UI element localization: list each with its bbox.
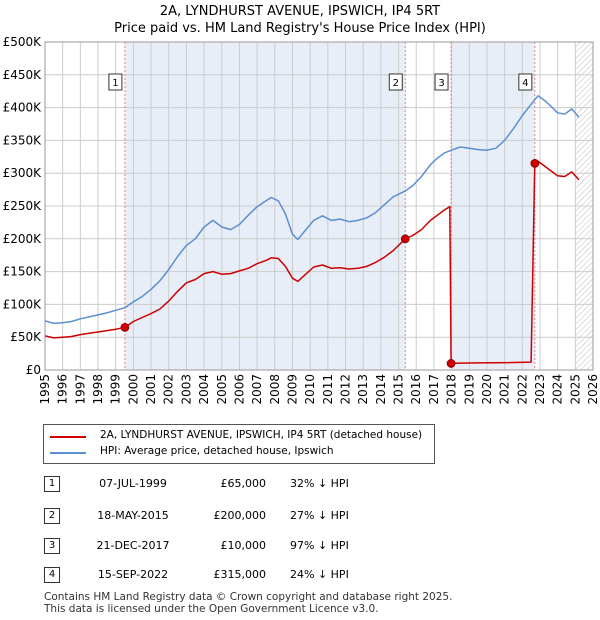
- x-tick-label: 2008: [268, 374, 282, 405]
- x-tick-label: 2016: [409, 374, 423, 405]
- x-tick-label: 2001: [144, 374, 158, 405]
- y-tick-label: £50K: [10, 330, 42, 344]
- marker-box: [518, 73, 533, 91]
- x-tick-label: 2020: [480, 374, 494, 405]
- transaction-row: 2 18-MAY-2015 £200,000 27% ↓ HPI: [0, 508, 600, 528]
- plot-frame: [44, 41, 594, 371]
- y-tick-label: £300K: [3, 166, 43, 180]
- sale-marker: [530, 158, 540, 168]
- transaction-number: 1: [44, 476, 60, 492]
- transaction-hpi-diff: 27% ↓ HPI: [290, 509, 349, 522]
- transaction-price: £315,000: [213, 568, 267, 581]
- footer-licence: This data is licensed under the Open Gov…: [44, 603, 379, 615]
- x-tick-label: 2009: [285, 374, 299, 405]
- footer-copyright: Contains HM Land Registry data © Crown c…: [44, 591, 453, 603]
- y-tick-label: £150K: [3, 265, 43, 279]
- legend-label-hpi: HPI: Average price, detached house, Ipsw…: [100, 445, 334, 457]
- transaction-row: 1 07-JUL-1999 £65,000 32% ↓ HPI: [0, 476, 600, 496]
- marker-box-label: 1: [112, 78, 118, 89]
- marker-box-label: 2: [393, 78, 399, 89]
- x-tick-label: 1999: [109, 374, 123, 405]
- y-tick-label: £100K: [3, 297, 43, 311]
- x-tick-label: 2004: [197, 374, 211, 405]
- x-tick-label: 2010: [303, 374, 317, 405]
- transaction-number: 3: [44, 538, 60, 554]
- marker-box-label: 4: [522, 78, 528, 89]
- x-tick-label: 2011: [321, 374, 335, 405]
- x-tick-label: 2022: [515, 374, 529, 405]
- transaction-date: 07-JUL-1999: [99, 477, 167, 490]
- x-tick-label: 2007: [250, 374, 264, 405]
- x-tick-label: 2005: [215, 374, 229, 405]
- transaction-row: 3 21-DEC-2017 £10,000 97% ↓ HPI: [0, 538, 600, 558]
- price-paid-line: [44, 160, 580, 365]
- x-tick-label: 2006: [232, 374, 246, 405]
- transaction-price: £10,000: [220, 539, 267, 552]
- x-tick-label: 1996: [56, 374, 70, 405]
- x-tick-label: 2021: [498, 374, 512, 405]
- transaction-price: £65,000: [220, 477, 267, 490]
- marker-box: [108, 73, 123, 91]
- transaction-date: 15-SEP-2022: [97, 568, 169, 581]
- marker-box: [434, 73, 449, 91]
- x-tick-label: 1995: [38, 374, 52, 405]
- y-tick-label: £400K: [3, 101, 43, 115]
- y-tick-label: £500K: [3, 35, 43, 49]
- transaction-number: 4: [44, 567, 60, 583]
- legend-swatch-price: [50, 436, 86, 438]
- y-tick-label: £0: [26, 363, 41, 377]
- x-tick-label: 2012: [339, 374, 353, 405]
- x-tick-label: 2000: [126, 374, 140, 405]
- legend-swatch-hpi: [50, 452, 86, 454]
- transaction-hpi-diff: 97% ↓ HPI: [290, 539, 349, 552]
- sale-marker: [400, 234, 410, 244]
- chart-subtitle: Price paid vs. HM Land Registry's House …: [114, 21, 486, 36]
- x-tick-label: 2003: [179, 374, 193, 405]
- x-tick-label: 2026: [586, 374, 600, 405]
- x-tick-label: 2023: [533, 374, 547, 405]
- transaction-date: 18-MAY-2015: [97, 509, 169, 522]
- x-tick-label: 2017: [427, 374, 441, 405]
- x-tick-label: 2019: [462, 374, 476, 405]
- marker-box-label: 3: [438, 78, 444, 89]
- sale-marker: [120, 322, 130, 332]
- legend-label-price: 2A, LYNDHURST AVENUE, IPSWICH, IP4 5RT (…: [100, 429, 423, 441]
- transaction-hpi-diff: 32% ↓ HPI: [290, 477, 349, 490]
- x-tick-label: 2013: [356, 374, 370, 405]
- price-chart: £0 £50K £100K £150K £200K £250K £300K £350K £400…: [3, 35, 600, 405]
- x-tick-label: 2002: [162, 374, 176, 405]
- transaction-date: 21-DEC-2017: [96, 539, 170, 552]
- hpi-line: [44, 95, 580, 325]
- x-tick-label: 1998: [91, 374, 105, 405]
- transaction-price: £200,000: [213, 509, 267, 522]
- y-tick-label: £250K: [3, 199, 43, 213]
- y-tick-label: £200K: [3, 232, 43, 246]
- transaction-hpi-diff: 24% ↓ HPI: [290, 568, 349, 581]
- chart-title: 2A, LYNDHURST AVENUE, IPSWICH, IP4 5RT: [159, 4, 441, 19]
- x-tick-label: 2014: [374, 374, 388, 405]
- x-tick-label: 2015: [392, 374, 406, 405]
- x-tick-label: 2025: [568, 374, 582, 405]
- chart-legend: 2A, LYNDHURST AVENUE, IPSWICH, IP4 5RT (…: [43, 424, 435, 464]
- x-tick-label: 2018: [445, 374, 459, 405]
- marker-box: [388, 73, 403, 91]
- x-tick-label: 2024: [551, 374, 565, 405]
- y-tick-label: £350K: [3, 133, 43, 147]
- transaction-number: 2: [44, 508, 60, 524]
- y-tick-label: £450K: [3, 68, 43, 82]
- sale-marker: [446, 359, 456, 368]
- transaction-row: 4 15-SEP-2022 £315,000 24% ↓ HPI: [0, 567, 600, 587]
- x-tick-label: 1997: [73, 374, 87, 405]
